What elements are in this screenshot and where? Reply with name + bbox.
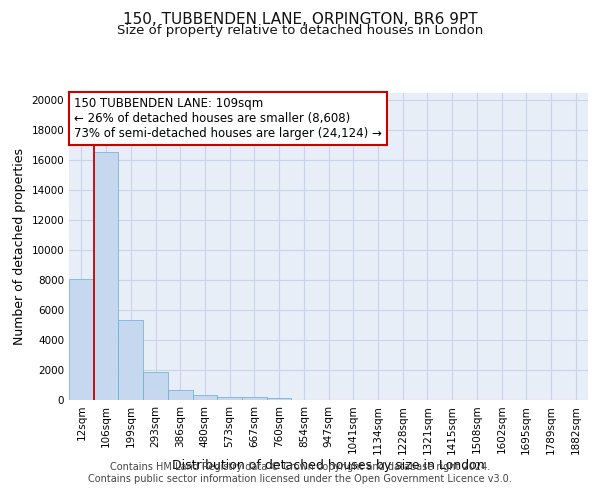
Text: Contains HM Land Registry data © Crown copyright and database right 2024.: Contains HM Land Registry data © Crown c… — [110, 462, 490, 472]
Bar — [69, 279, 94, 400]
Text: 150, TUBBENDEN LANE, ORPINGTON, BR6 9PT: 150, TUBBENDEN LANE, ORPINGTON, BR6 9PT — [122, 12, 478, 28]
Bar — [217, 397, 242, 400]
Bar — [143, 372, 168, 400]
Bar — [242, 397, 267, 400]
X-axis label: Distribution of detached houses by size in London: Distribution of detached houses by size … — [172, 459, 485, 472]
Y-axis label: Number of detached properties: Number of detached properties — [13, 148, 26, 345]
Bar — [193, 395, 217, 400]
Text: Size of property relative to detached houses in London: Size of property relative to detached ho… — [117, 24, 483, 37]
Text: Contains public sector information licensed under the Open Government Licence v3: Contains public sector information licen… — [88, 474, 512, 484]
Bar — [267, 398, 292, 400]
Bar — [94, 152, 118, 400]
Bar — [168, 390, 193, 400]
Bar — [118, 320, 143, 400]
Text: 150 TUBBENDEN LANE: 109sqm
← 26% of detached houses are smaller (8,608)
73% of s: 150 TUBBENDEN LANE: 109sqm ← 26% of deta… — [74, 97, 382, 140]
